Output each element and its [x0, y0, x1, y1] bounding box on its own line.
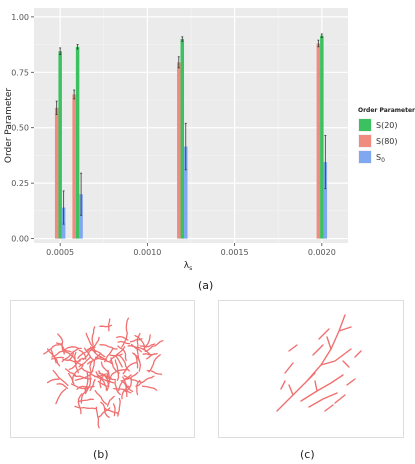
- panel-c: [218, 300, 404, 438]
- bars: [54, 33, 328, 239]
- fibre-network: [276, 314, 362, 412]
- fibre-network-c: [276, 314, 362, 412]
- y-axis: 0.00 0.25 0.50 0.75 1.00: [11, 13, 34, 244]
- x-axis-label: λs: [184, 261, 192, 272]
- y-tick-label: 0.50: [11, 124, 29, 133]
- legend-label: S(20): [376, 121, 398, 130]
- caption-c: (c): [300, 448, 315, 461]
- bar: [54, 107, 59, 239]
- bar: [75, 46, 80, 239]
- x-axis: 0.0005 0.0010 0.0015 0.0020: [46, 243, 336, 257]
- fibre-cluster: [43, 317, 164, 429]
- bar: [177, 62, 181, 239]
- bar: [79, 194, 83, 239]
- panel-b: [10, 300, 195, 438]
- legend-swatch: [359, 135, 371, 147]
- y-tick-label: 0.00: [11, 235, 29, 244]
- y-tick-label: 0.25: [11, 179, 29, 188]
- legend: Order Parameter S(20) S(80) S0: [358, 107, 415, 164]
- x-tick-label: 0.0015: [221, 248, 249, 257]
- bar: [58, 51, 62, 239]
- bar: [72, 94, 76, 239]
- legend-title: Order Parameter: [358, 107, 415, 114]
- legend-label: S0: [376, 153, 385, 164]
- fibre-network-b: [43, 317, 164, 429]
- legend-swatch: [359, 151, 371, 163]
- bar: [184, 146, 188, 239]
- y-tick-label: 1.00: [11, 13, 29, 22]
- y-axis-label: Order Parameter: [4, 88, 14, 164]
- legend-label: S(80): [376, 137, 398, 146]
- legend-swatch: [359, 119, 371, 131]
- bar: [323, 162, 328, 239]
- x-tick-label: 0.0020: [308, 248, 336, 257]
- bar: [180, 39, 185, 239]
- x-tick-label: 0.0010: [133, 248, 161, 257]
- x-tick-label: 0.0005: [46, 248, 74, 257]
- bar: [316, 43, 321, 239]
- y-tick-label: 0.75: [11, 68, 29, 77]
- caption-b: (b): [93, 448, 109, 461]
- order-parameter-chart: 0.000.250.500.751.00 0.0005 0.0010 0.0015 0…: [4, 8, 415, 272]
- caption-a: (a): [198, 279, 214, 292]
- grid: [34, 8, 348, 243]
- bar: [320, 35, 324, 239]
